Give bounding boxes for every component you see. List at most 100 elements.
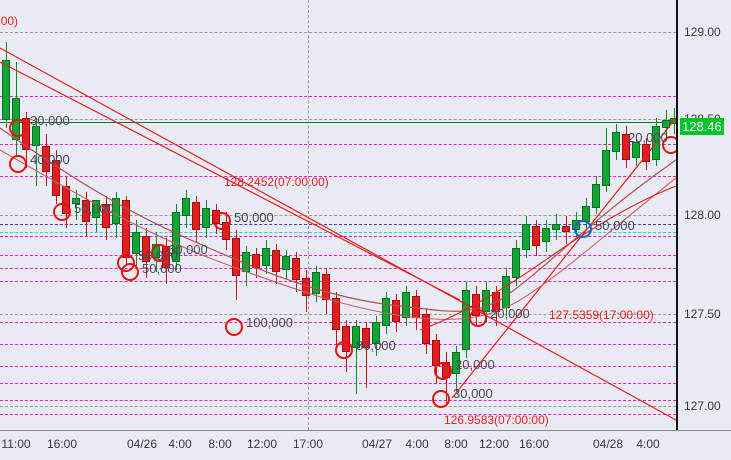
candle-body (332, 298, 340, 330)
candle-wick (95, 206, 97, 232)
annotation-top-left: 0:00:00) (0, 14, 19, 28)
candle-body (622, 134, 630, 160)
candlestick (632, 136, 640, 166)
candle-body (352, 326, 360, 348)
order-marker-sell[interactable] (9, 155, 27, 173)
time-tick-label: 17:00 (292, 437, 324, 451)
order-marker-sell[interactable] (469, 309, 487, 327)
gridline-horizontal (0, 215, 676, 216)
candle-body (662, 120, 670, 128)
time-tick-label: 4:00 (168, 437, 192, 451)
time-tick-label: 12:00 (478, 437, 510, 451)
candle-body (132, 232, 140, 254)
level-line-magenta (0, 281, 676, 282)
order-marker-sell[interactable] (225, 318, 243, 336)
candlestick (92, 200, 100, 232)
candlestick (32, 118, 40, 186)
gridline-horizontal (0, 32, 676, 33)
candle-body (32, 126, 40, 146)
candlestick (102, 196, 110, 240)
candle-body (102, 204, 110, 228)
order-marker-sell[interactable] (335, 341, 353, 359)
candle-body (112, 198, 120, 224)
order-marker-label: 30,000 (30, 113, 70, 128)
order-marker-label: 50,000 (234, 210, 274, 225)
time-axis[interactable]: 11:00 16:00 04/26 4:00 8:00 12:00 17:00 04/27 4:… (0, 413, 731, 460)
candlestick (202, 200, 210, 238)
candlestick (352, 320, 360, 394)
candlestick (622, 126, 630, 168)
candlestick (512, 240, 520, 286)
candlestick (172, 204, 180, 270)
time-tick-label: 04/26 (126, 437, 158, 451)
level-line-magenta (0, 366, 676, 367)
candlestick (312, 266, 320, 302)
candle-body (262, 248, 270, 266)
price-tick-label: 127.50 (684, 307, 721, 321)
order-marker-sell[interactable] (432, 390, 450, 408)
candle-body (562, 226, 570, 232)
candle-body (182, 198, 190, 216)
annotation-support-mid: 127.5359(17:00:00) (549, 308, 654, 322)
candlestick (602, 128, 610, 192)
candlestick (562, 216, 570, 244)
candlestick (522, 216, 530, 258)
chart-plot-area[interactable]: 30,000 40,000 50,000 50,000 60,000 50,000 50,0… (0, 0, 676, 430)
candle-body (532, 226, 540, 246)
trendline-overlay (0, 47, 676, 421)
candle-body (202, 208, 210, 228)
time-tick-label: 04/27 (361, 437, 393, 451)
time-tick-label: 8:00 (208, 437, 232, 451)
candle-body (402, 292, 410, 318)
level-line-magenta (0, 400, 676, 401)
order-marker-sell[interactable] (434, 362, 452, 380)
candlestick (452, 346, 460, 392)
candle-body (522, 224, 530, 250)
candle-body (232, 238, 240, 276)
candlestick (82, 192, 90, 236)
order-marker-sell[interactable] (9, 119, 27, 137)
candle-body (2, 60, 10, 120)
level-line-magenta (0, 383, 676, 384)
candle-wick (75, 190, 77, 220)
candlestick (142, 228, 150, 278)
order-marker-label: 50,000 (74, 201, 114, 216)
candle-body (292, 258, 300, 280)
price-tick-label: 127.00 (684, 399, 721, 413)
candlestick (282, 250, 290, 280)
candle-body (392, 300, 400, 322)
candle-body (312, 272, 320, 294)
time-tick-label: 8:00 (444, 437, 468, 451)
order-marker-label: 50,000 (595, 218, 635, 233)
candlestick (392, 294, 400, 332)
candle-body (452, 352, 460, 374)
candle-body (512, 248, 520, 278)
level-line-magenta (0, 96, 676, 97)
candle-body (192, 202, 200, 230)
order-marker-label: 30,000 (453, 386, 493, 401)
candle-wick (355, 320, 357, 394)
order-marker-buy[interactable] (574, 220, 592, 238)
candlestick (542, 220, 550, 252)
order-marker-label: 20,000 (628, 130, 668, 145)
candlestick (52, 150, 60, 204)
candlestick (192, 196, 200, 242)
order-marker-label: 20,000 (455, 357, 495, 372)
candle-body (82, 200, 90, 222)
order-marker-sell[interactable] (151, 244, 169, 262)
candle-body (482, 290, 490, 312)
order-marker-label: 80,000 (356, 338, 396, 353)
candlestick (262, 240, 270, 274)
candle-body (172, 212, 180, 262)
candlestick (402, 286, 410, 326)
order-marker-sell[interactable] (662, 136, 676, 154)
order-marker-label: 50,000 (142, 261, 182, 276)
order-marker-sell[interactable] (53, 203, 71, 221)
order-marker-label: 60,000 (168, 242, 208, 257)
order-marker-sell[interactable] (121, 263, 139, 281)
order-marker-sell[interactable] (213, 212, 231, 230)
candle-body (322, 274, 330, 300)
candle-wick (35, 118, 37, 186)
